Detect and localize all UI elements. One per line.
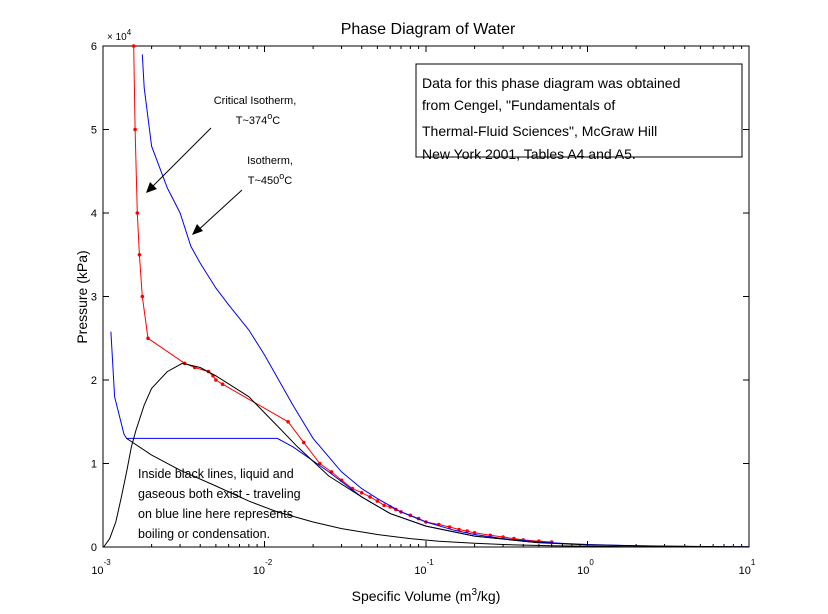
series-point-1 [133,127,137,132]
x-tick-label: 101 [739,558,756,577]
series-point-1 [359,490,364,495]
y-tick-label: 0 [91,542,97,554]
y-tick-label: 4 [91,208,97,220]
chart-title: Phase Diagram of Water [341,21,516,38]
y-tick-label: 3 [91,292,97,304]
series-point-1 [146,336,150,341]
y-tick-label: 2 [91,375,97,387]
isotherm-label-line1: Isotherm, [247,155,293,167]
two-phase-note-line1: Inside black lines, liquid and [138,467,294,481]
x-tick-label: 10-3 [91,558,111,577]
x-tick-label: 10-2 [253,558,273,577]
y-tick-label: 5 [91,125,97,137]
series-point-1 [302,440,306,445]
series-point-1 [137,253,142,257]
series-point-1 [214,378,218,382]
series-point-1 [457,527,461,532]
y-tick-label: 6 [91,41,97,53]
isotherm-label-line2: T~450oC [248,171,293,187]
isotherm-arrow [194,189,243,234]
y-axis-ticks: 0 1 2 3 4 5 6 [91,41,749,554]
data-source-line3: Thermal-Fluid Sciences", McGraw Hill [422,123,657,139]
two-phase-note-line4: boiling or condensation. [138,527,270,541]
series-point-1 [375,499,380,503]
series-point-1 [135,211,140,215]
isotherm-arrowhead [192,224,203,235]
y-tick-label: 1 [91,459,97,471]
critical-isotherm-label-line1: Critical Isotherm, [214,95,297,107]
data-source-box [415,63,743,158]
series-point-1 [501,535,505,539]
two-phase-note-line3: on blue line here represents [138,507,293,521]
series-layer [103,44,750,548]
critical-isotherm-label-line2: T~374oC [236,111,281,127]
two-phase-note-line2: gaseous both exist - traveling [138,487,301,501]
data-source-line4: New York 2001, Tables A4 and A5. [422,146,636,162]
series-point-1 [286,420,290,424]
series-point-1 [140,294,145,299]
series-point-1 [382,503,386,508]
data-source-line2: from Cengel, "Fundamentals of [422,97,615,113]
series-point-1 [131,44,136,48]
x-axis-label: Specific Volume (m3/kg) [352,587,501,604]
x-axis-ticks: 10-3 10-2 10-1 100 101 [91,46,756,577]
series-line-2 [141,54,750,548]
critical-isotherm-arrowhead [146,182,157,193]
series-line-5 [126,437,750,548]
data-source-line1: Data for this phase diagram was obtained [422,75,680,91]
series-point-1 [465,529,470,533]
series-point-1 [368,495,372,499]
x-tick-label: 10-1 [414,558,434,577]
critical-isotherm-arrow [147,127,212,192]
series-point-1 [472,531,477,535]
series-point-1 [220,382,225,387]
series-line-4 [103,362,750,548]
x-tick-label: 100 [577,558,594,577]
series-point-1 [447,525,452,529]
y-axis-label: Pressure (kPa) [74,250,90,343]
y-axis-multiplier: × 104 [107,28,132,43]
